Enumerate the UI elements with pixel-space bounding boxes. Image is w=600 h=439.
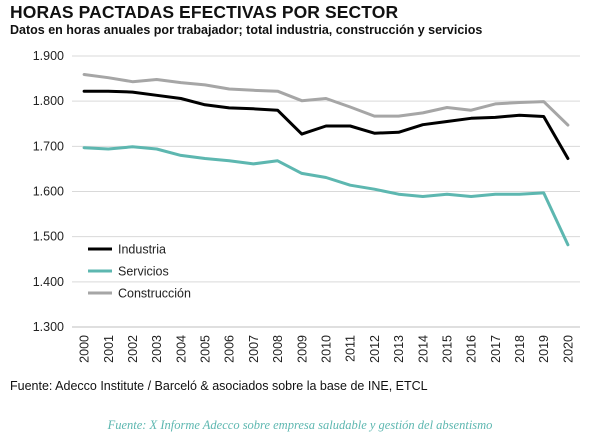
series-line-industria bbox=[82, 89, 570, 160]
series-lines bbox=[82, 73, 570, 247]
legend: Industria Servicios Construcción bbox=[88, 243, 191, 301]
chart-title: HORAS PACTADAS EFECTIVAS POR SECTOR bbox=[10, 2, 399, 22]
y-tick-label: 1.500 bbox=[33, 230, 64, 244]
x-tick-label: 2013 bbox=[392, 335, 406, 363]
x-tick-label: 2000 bbox=[78, 335, 92, 363]
x-tick-label: 2012 bbox=[368, 335, 382, 363]
legend-label: Servicios bbox=[118, 265, 169, 279]
x-tick-label: 2016 bbox=[465, 335, 479, 363]
series-line-construcción bbox=[82, 73, 570, 127]
x-tick-label: 2015 bbox=[440, 335, 454, 363]
legend-label: Construcción bbox=[118, 287, 191, 301]
x-tick-label: 2003 bbox=[150, 335, 164, 363]
x-tick-label: 2009 bbox=[295, 335, 309, 363]
x-tick-label: 2014 bbox=[416, 335, 430, 363]
y-axis: 1.300 1.400 1.500 1.600 1.700 1.800 1.900 bbox=[33, 49, 64, 334]
y-tick-label: 1.700 bbox=[33, 139, 64, 153]
x-tick-label: 2007 bbox=[247, 335, 261, 363]
x-tick-label: 2018 bbox=[513, 335, 527, 363]
x-tick-label: 2002 bbox=[126, 335, 140, 363]
y-tick-label: 1.400 bbox=[33, 275, 64, 289]
legend-label: Industria bbox=[118, 243, 166, 257]
y-tick-label: 1.600 bbox=[33, 185, 64, 199]
x-axis: 2000 2001 2002 2003 2004 2005 2006 2007 2008 2009… bbox=[72, 326, 580, 363]
x-tick-label: 2020 bbox=[561, 335, 575, 363]
x-tick-label: 2005 bbox=[199, 335, 213, 363]
series-line-servicios bbox=[82, 145, 570, 247]
x-tick-label: 2017 bbox=[489, 335, 503, 363]
x-tick-label: 2008 bbox=[271, 335, 285, 363]
x-tick-label: 2004 bbox=[174, 335, 188, 363]
chart-subtitle: Datos en horas anuales por trabajador; t… bbox=[10, 23, 483, 37]
x-tick-label: 2019 bbox=[537, 335, 551, 363]
x-tick-label: 2010 bbox=[320, 335, 334, 363]
y-tick-label: 1.300 bbox=[33, 320, 64, 334]
y-tick-label: 1.900 bbox=[33, 49, 64, 63]
x-tick-label: 2011 bbox=[344, 335, 358, 362]
source-note: Fuente: Adecco Institute / Barceló & aso… bbox=[10, 379, 428, 393]
y-tick-label: 1.800 bbox=[33, 94, 64, 108]
figure-caption: Fuente: X Informe Adecco sobre empresa s… bbox=[107, 418, 493, 432]
x-tick-label: 2006 bbox=[223, 335, 237, 363]
x-tick-label: 2001 bbox=[102, 335, 116, 363]
